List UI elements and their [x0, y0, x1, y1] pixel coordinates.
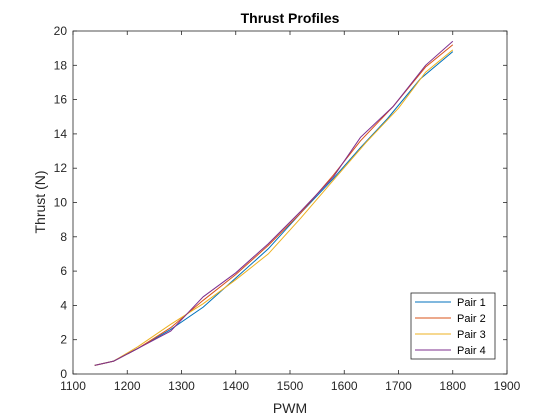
legend-label-3: Pair 3 — [457, 329, 486, 341]
legend-label-4: Pair 4 — [457, 345, 486, 357]
x-tick-label: 1900 — [494, 379, 521, 393]
legend: Pair 1 Pair 2 Pair 3 Pair 4 — [410, 292, 496, 360]
y-tick-label: 4 — [60, 298, 67, 312]
x-tick-label: 1500 — [277, 379, 304, 393]
x-tick-label: 1200 — [114, 379, 141, 393]
y-tick-label: 0 — [60, 367, 67, 381]
y-tick-label: 8 — [60, 230, 67, 244]
x-axis-ticks: 1100 1200 1300 1400 1500 1600 1700 1800 1900 — [60, 31, 521, 393]
legend-label-2: Pair 2 — [457, 313, 486, 325]
x-tick-label: 1700 — [385, 379, 412, 393]
y-tick-label: 6 — [60, 264, 67, 278]
y-axis-label: Thrust (N) — [32, 171, 48, 234]
y-tick-label: 16 — [54, 93, 68, 107]
legend-label-1: Pair 1 — [457, 297, 486, 309]
series-layer — [94, 40, 454, 366]
legend-box — [410, 292, 496, 360]
x-tick-label: 1100 — [60, 379, 86, 393]
x-tick-label: 1300 — [168, 379, 195, 393]
y-tick-label: 12 — [54, 161, 68, 175]
series-line-4 — [94, 40, 454, 366]
chart-title: Thrust Profiles — [241, 10, 340, 26]
y-tick-label: 2 — [60, 333, 67, 347]
x-tick-label: 1400 — [222, 379, 249, 393]
y-tick-label: 14 — [54, 127, 68, 141]
x-axis-label: PWM — [273, 400, 307, 416]
x-tick-label: 1600 — [331, 379, 358, 393]
y-tick-label: 20 — [54, 24, 68, 38]
x-tick-label: 1800 — [439, 379, 466, 393]
y-axis-ticks: 0 2 4 6 8 10 12 14 16 18 20 — [54, 24, 507, 381]
y-tick-label: 10 — [54, 196, 68, 210]
series-line-3 — [94, 49, 454, 366]
y-tick-label: 18 — [54, 58, 68, 72]
